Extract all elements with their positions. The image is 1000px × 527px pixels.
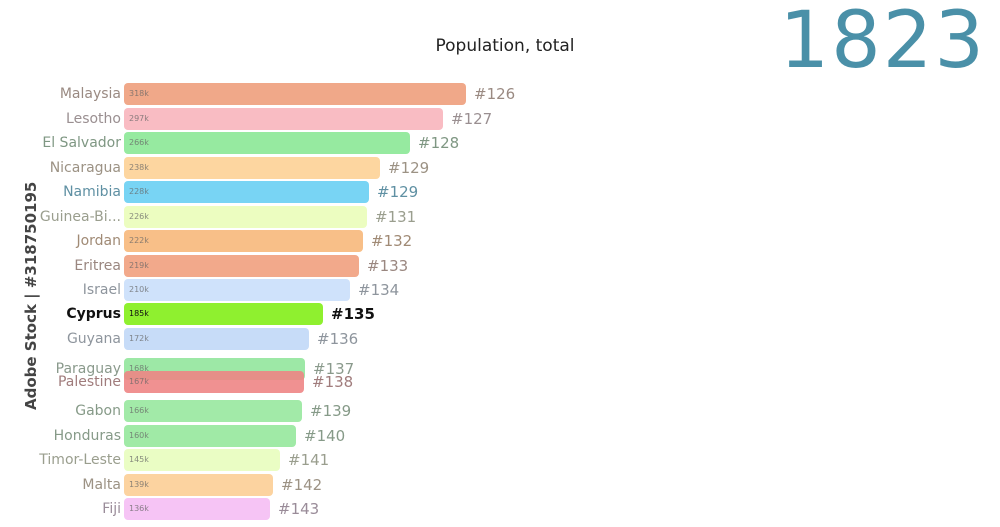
bar-row: Cyprus 185k #135 — [0, 303, 1000, 325]
bar-row: Palestine 167k #138 — [0, 371, 1000, 393]
rank-label: #137 — [313, 360, 355, 378]
bar — [124, 328, 309, 350]
bar — [124, 371, 304, 393]
rank-label: #135 — [331, 305, 375, 323]
rank-label: #136 — [317, 330, 359, 348]
bar — [124, 230, 363, 252]
bar-row: Eritrea 219k #133 — [0, 255, 1000, 277]
rank-label: #127 — [451, 110, 493, 128]
bar-value-label: 166k — [129, 406, 149, 415]
bar-value-label: 266k — [129, 138, 149, 147]
country-label: Nicaragua — [49, 160, 121, 176]
country-label: Guyana — [66, 331, 121, 347]
country-label: Namibia — [63, 184, 121, 200]
country-label: Palestine — [57, 374, 121, 390]
rank-label: #129 — [377, 183, 419, 201]
country-label: Israel — [82, 282, 121, 298]
rank-label: #126 — [474, 85, 516, 103]
bar — [124, 132, 410, 154]
bar-row: Honduras 160k #140 — [0, 425, 1000, 447]
bar — [124, 108, 443, 130]
country-label: Lesotho — [66, 111, 121, 127]
country-label: Timor-Leste — [39, 452, 121, 468]
bar — [124, 181, 369, 203]
bar-row: Guinea-Bi... 226k #131 — [0, 206, 1000, 228]
country-label: Malta — [82, 477, 121, 493]
country-label: Fiji — [102, 501, 121, 517]
bar — [124, 400, 302, 422]
bar-value-label: 318k — [129, 89, 149, 98]
country-label: El Salvador — [42, 135, 121, 151]
bar-value-label: 172k — [129, 334, 149, 343]
bar-row: Lesotho 297k #127 — [0, 108, 1000, 130]
bar — [124, 449, 280, 471]
rank-label: #129 — [388, 159, 430, 177]
bar-row: Guyana 172k #136 — [0, 328, 1000, 350]
country-label: Eritrea — [74, 258, 121, 274]
bar-value-label: 160k — [129, 431, 149, 440]
bar-row: Nicaragua 238k #129 — [0, 157, 1000, 179]
bar — [124, 83, 466, 105]
country-label: Malaysia — [59, 86, 121, 102]
bar-row: Malaysia 318k #126 — [0, 83, 1000, 105]
bar — [124, 425, 296, 447]
bar-value-label: 222k — [129, 236, 149, 245]
bar-row: Malta 139k #142 — [0, 474, 1000, 496]
bar-row: El Salvador 266k #128 — [0, 132, 1000, 154]
bar — [124, 206, 367, 228]
bar-row: Jordan 222k #132 — [0, 230, 1000, 252]
rank-label: #134 — [358, 281, 400, 299]
chart-title: Population, total — [435, 36, 575, 56]
bar — [124, 474, 273, 496]
rank-label: #143 — [278, 500, 320, 518]
bar — [124, 303, 323, 325]
rank-label: #141 — [288, 451, 330, 469]
bar-value-label: 139k — [129, 480, 149, 489]
country-label: Gabon — [75, 403, 121, 419]
bar-value-label: 185k — [129, 309, 149, 318]
rank-label: #140 — [304, 427, 346, 445]
bar-row: Namibia 228k #129 — [0, 181, 1000, 203]
bar-value-label: 168k — [129, 364, 149, 373]
rank-label: #128 — [418, 134, 460, 152]
bar-value-label: 238k — [129, 163, 149, 172]
country-label: Paraguay — [55, 361, 121, 377]
bar-row: Gabon 166k #139 — [0, 400, 1000, 422]
rank-label: #138 — [312, 373, 354, 391]
bar-value-label: 297k — [129, 114, 149, 123]
country-label: Guinea-Bi... — [39, 209, 121, 225]
rank-label: #132 — [371, 232, 413, 250]
bar-value-label: 228k — [129, 187, 149, 196]
bar — [124, 498, 270, 520]
bar-value-label: 136k — [129, 504, 149, 513]
bar-value-label: 226k — [129, 212, 149, 221]
rank-label: #142 — [281, 476, 323, 494]
rank-label: #131 — [375, 208, 417, 226]
country-label: Jordan — [76, 233, 121, 249]
rank-label: #133 — [367, 257, 409, 275]
bar-value-label: 145k — [129, 455, 149, 464]
bar-row: Timor-Leste 145k #141 — [0, 449, 1000, 471]
bar — [124, 279, 350, 301]
country-label: Honduras — [53, 428, 121, 444]
rank-label: #139 — [310, 402, 352, 420]
bar-value-label: 167k — [129, 377, 149, 386]
bar-value-label: 219k — [129, 261, 149, 270]
country-label: Cyprus — [66, 306, 121, 322]
bar — [124, 157, 380, 179]
bar-row: Israel 210k #134 — [0, 279, 1000, 301]
bar-row: Fiji 136k #143 — [0, 498, 1000, 520]
bar — [124, 255, 359, 277]
bar-value-label: 210k — [129, 285, 149, 294]
year-label: 1823 — [779, 0, 986, 86]
